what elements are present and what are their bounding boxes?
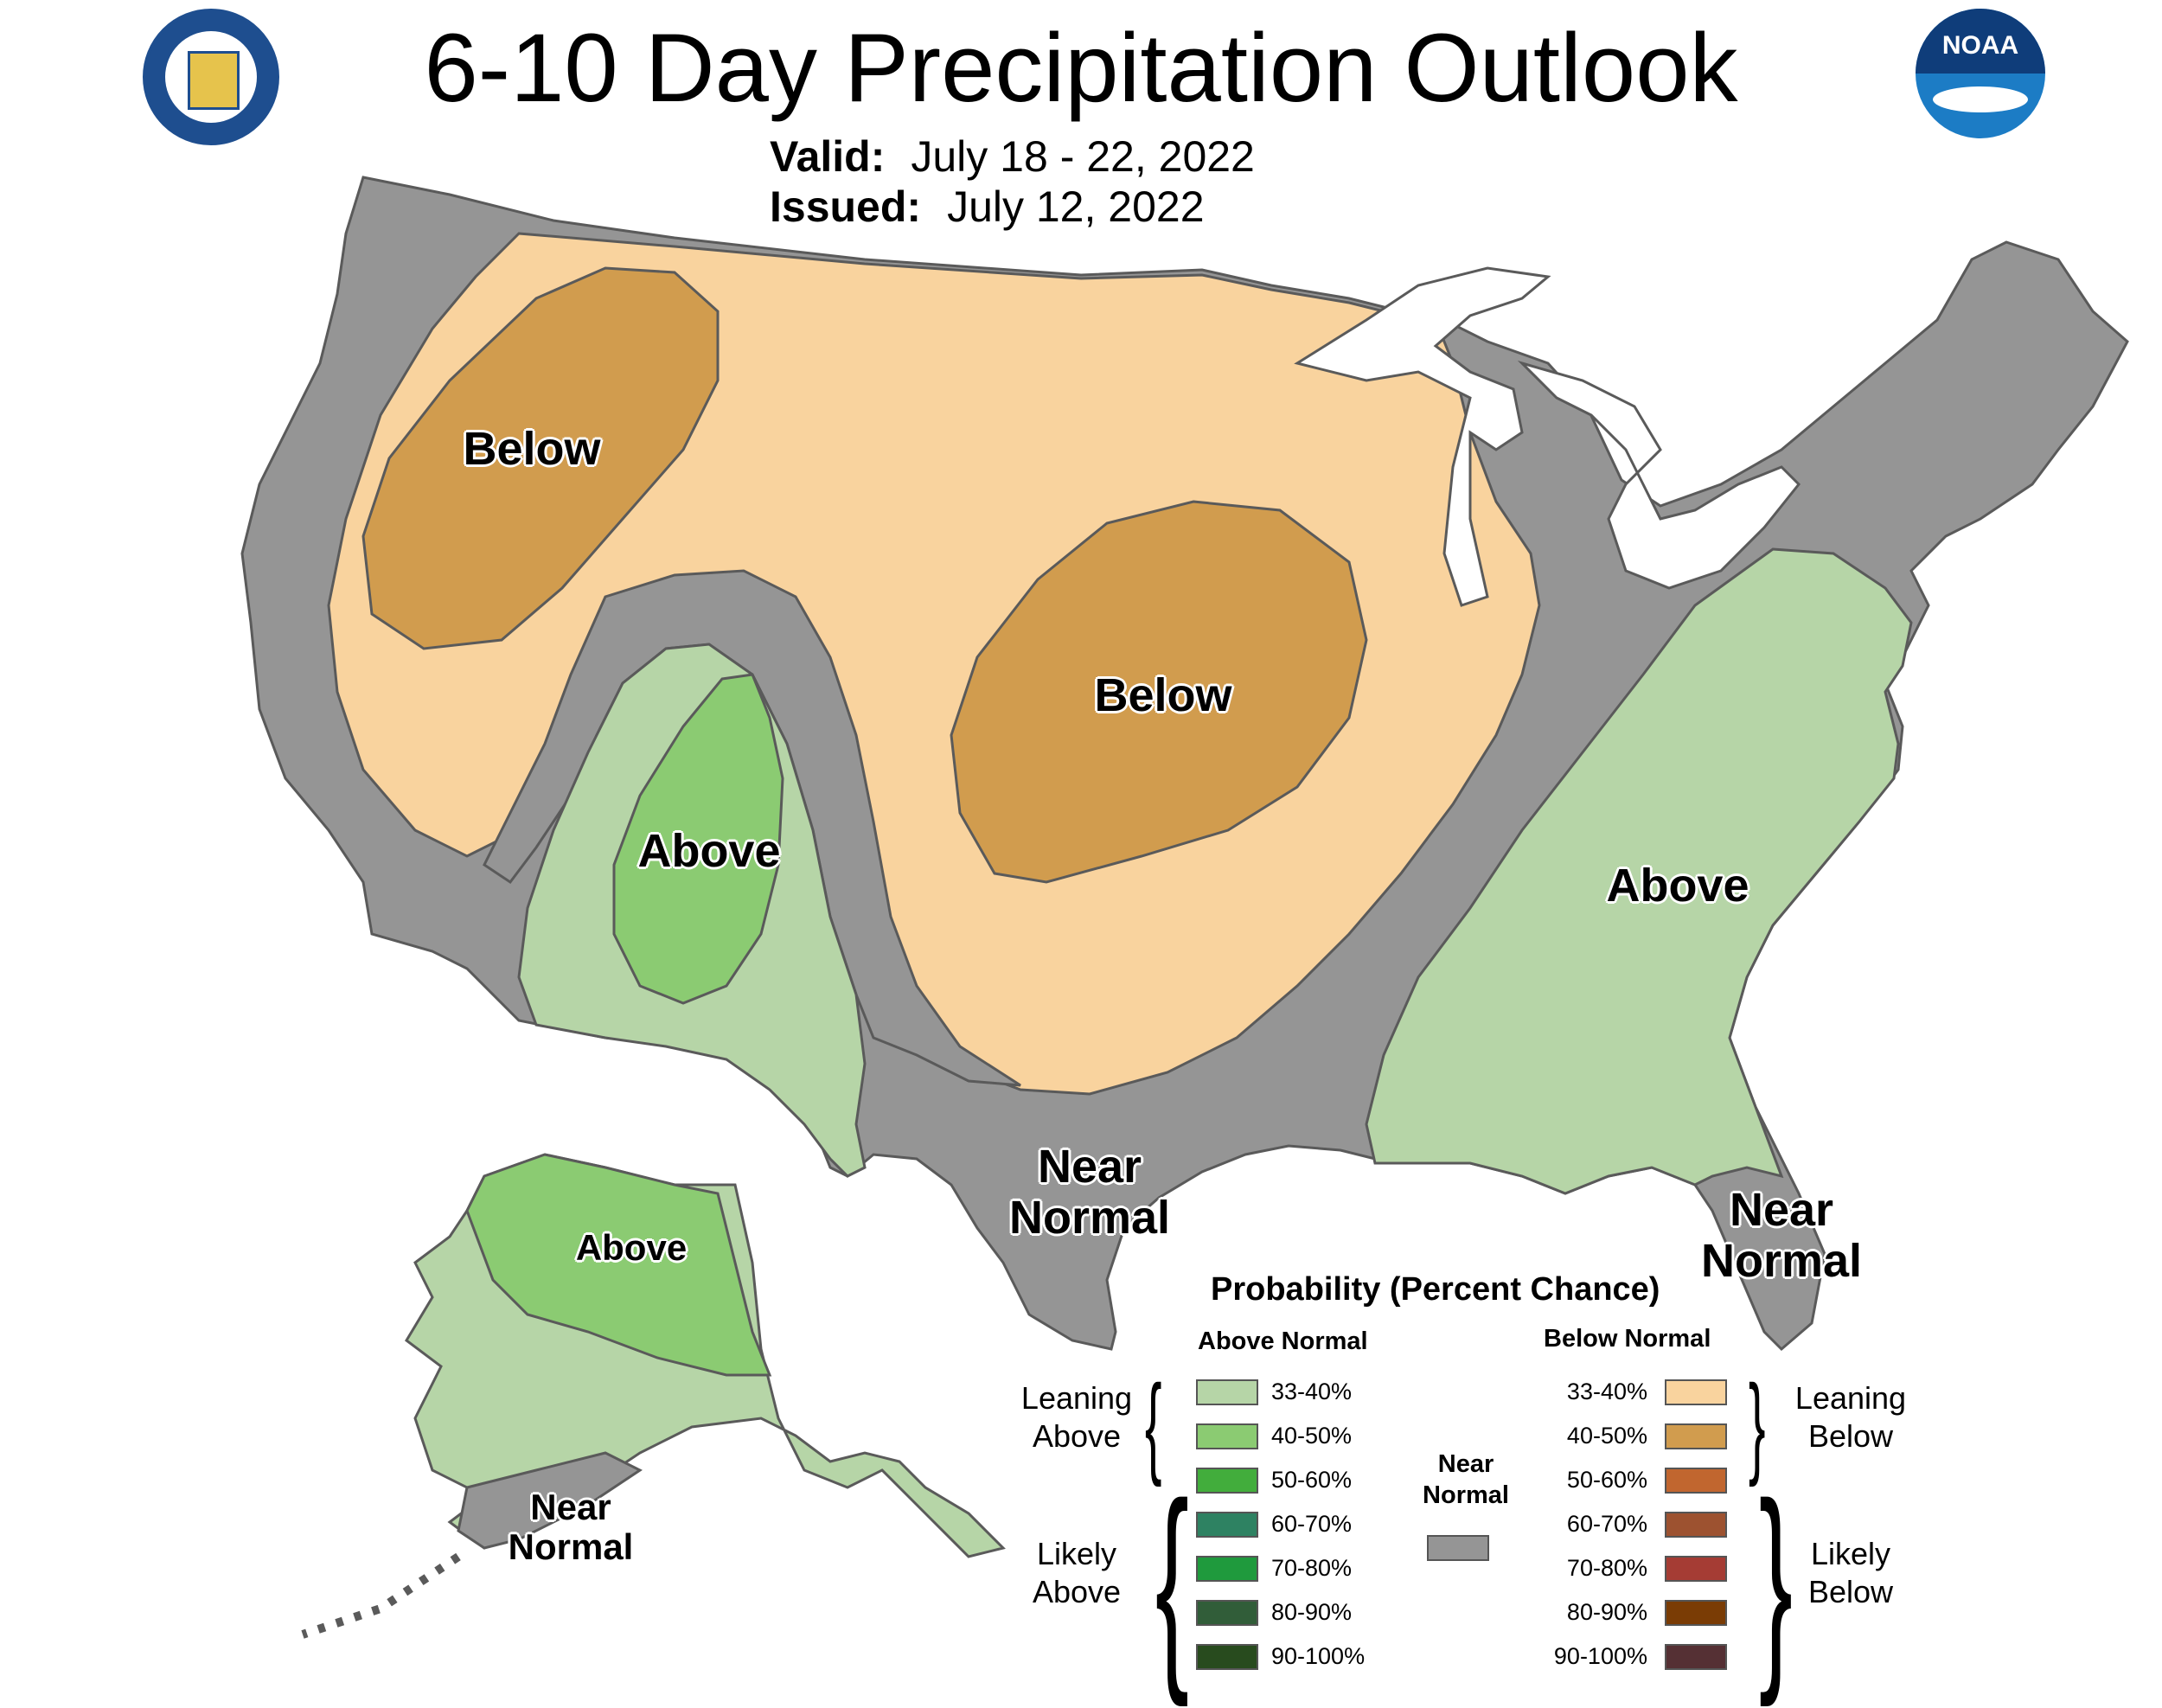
legend-above-range: 90-100% — [1271, 1643, 1366, 1669]
legend-above-range: 50-60% — [1271, 1467, 1353, 1493]
legend-above-range: 33-40% — [1271, 1379, 1353, 1404]
brace-likely-below: } — [1758, 1457, 1793, 1708]
map-label-ak-above: Above — [575, 1227, 688, 1268]
legend-below-swatch — [1665, 1556, 1727, 1582]
issued-label: Issued: — [770, 182, 922, 231]
sw-above-40-50 — [612, 673, 784, 1005]
legend-below-range: 33-40% — [1566, 1379, 1647, 1404]
map-label-central-below: Below — [1094, 669, 1232, 721]
legend-below-range: 90-100% — [1553, 1643, 1647, 1669]
legend-above-swatch — [1196, 1468, 1258, 1494]
brace-leaning-below: } — [1748, 1361, 1766, 1487]
legend-leaning-below: Leaning Below — [1794, 1380, 1907, 1454]
department-of-commerce-seal — [143, 9, 279, 145]
map-label-tx-near-normal: Near Normal — [1008, 1141, 1171, 1244]
issued-line: Issued: July 12, 2022 — [770, 182, 1205, 232]
brace-leaning-above: { — [1144, 1361, 1162, 1487]
legend-near-header: Near Normal — [1423, 1450, 1509, 1509]
brace-likely-above: { — [1155, 1457, 1189, 1708]
alaska-near-normal — [457, 1451, 643, 1550]
map-label-fl-near-normal: Near Normal — [1700, 1184, 1863, 1288]
legend-likely-below: Likely Below — [1807, 1536, 1894, 1609]
legend-below-swatch — [1665, 1600, 1727, 1626]
map-label-ak-near-normal: Near Normal — [508, 1487, 634, 1568]
valid-label: Valid: — [770, 132, 886, 181]
aleutian-islands — [301, 1552, 461, 1639]
legend-above-swatch — [1196, 1379, 1258, 1405]
map-label-nw-below: Below — [463, 423, 601, 475]
legend-below-range: 70-80% — [1566, 1555, 1647, 1581]
legend-above-swatch — [1196, 1644, 1258, 1670]
se-leaning-above — [1365, 547, 1913, 1195]
legend-below-range: 50-60% — [1566, 1467, 1647, 1493]
legend-below-swatch — [1665, 1468, 1727, 1494]
legend-above-swatch — [1196, 1600, 1258, 1626]
legend-above-swatch — [1196, 1556, 1258, 1582]
noaa-logo-text: NOAA — [1941, 31, 2019, 60]
legend-title: Probability (Percent Chance) — [1211, 1271, 1660, 1308]
valid-dates: July 18 - 22, 2022 — [911, 132, 1255, 181]
great-lakes — [1294, 266, 1801, 607]
central-below-40-50 — [950, 500, 1368, 884]
map-label-se-above: Above — [1606, 860, 1749, 912]
map-label-sw-above: Above — [637, 825, 781, 877]
legend-above-swatch — [1196, 1512, 1258, 1538]
alaska-above-40-50 — [465, 1153, 772, 1377]
issued-date: July 12, 2022 — [947, 182, 1205, 231]
legend-below-swatch — [1665, 1512, 1727, 1538]
legend-below-swatch — [1665, 1379, 1727, 1405]
legend-above-range: 60-70% — [1271, 1511, 1353, 1537]
legend-above-range: 70-80% — [1271, 1555, 1353, 1581]
legend-above-range: 40-50% — [1271, 1423, 1353, 1449]
legend-below-range: 40-50% — [1566, 1423, 1647, 1449]
legend-below-swatch — [1665, 1423, 1727, 1449]
legend-below-header: Below Normal — [1544, 1325, 1711, 1353]
legend-near-normal-swatch — [1427, 1535, 1489, 1561]
legend-above-header: Above Normal — [1198, 1327, 1368, 1355]
legend-above-range: 80-90% — [1271, 1599, 1353, 1625]
legend-below-swatch — [1665, 1644, 1727, 1670]
legend-below-range: 80-90% — [1566, 1599, 1647, 1625]
legend-likely-above: Likely Above — [1032, 1536, 1122, 1609]
precipitation-outlook-map — [240, 176, 2129, 1639]
legend-below-range: 60-70% — [1566, 1511, 1647, 1537]
legend-leaning-above: Leaning Above — [1020, 1380, 1133, 1454]
nw-below-40-50 — [361, 266, 720, 650]
legend-above-swatch — [1196, 1423, 1258, 1449]
valid-line: Valid: July 18 - 22, 2022 — [770, 131, 1255, 182]
page-title: 6-10 Day Precipitation Outlook — [424, 14, 1738, 122]
